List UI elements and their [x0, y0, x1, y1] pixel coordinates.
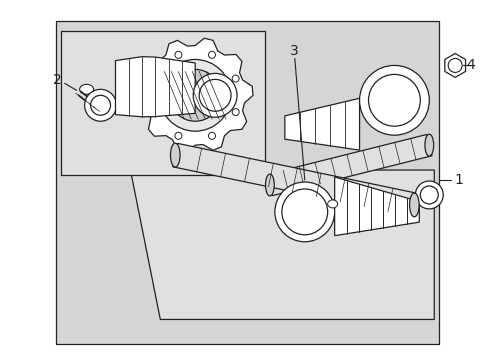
Polygon shape: [267, 135, 432, 195]
Ellipse shape: [85, 89, 117, 121]
Ellipse shape: [169, 69, 221, 121]
Text: 3: 3: [291, 44, 299, 58]
Ellipse shape: [360, 66, 429, 135]
Ellipse shape: [171, 143, 180, 167]
Ellipse shape: [175, 132, 182, 139]
Ellipse shape: [266, 174, 274, 196]
Text: 4: 4: [467, 58, 475, 72]
Polygon shape: [56, 21, 439, 345]
Text: 2: 2: [53, 73, 62, 87]
Polygon shape: [130, 170, 434, 319]
Ellipse shape: [232, 75, 239, 82]
Ellipse shape: [425, 134, 434, 156]
Ellipse shape: [420, 186, 438, 204]
Ellipse shape: [208, 132, 216, 139]
Ellipse shape: [199, 80, 231, 111]
Polygon shape: [137, 38, 253, 152]
Ellipse shape: [159, 59, 231, 131]
Polygon shape: [335, 177, 419, 236]
Ellipse shape: [275, 182, 335, 242]
Polygon shape: [173, 143, 417, 217]
Polygon shape: [116, 57, 195, 117]
Ellipse shape: [282, 189, 328, 235]
Text: 1: 1: [455, 173, 464, 187]
Polygon shape: [61, 31, 265, 175]
Ellipse shape: [193, 73, 237, 117]
Ellipse shape: [208, 51, 216, 58]
Polygon shape: [285, 98, 360, 150]
Ellipse shape: [91, 95, 111, 115]
Ellipse shape: [151, 75, 158, 82]
Ellipse shape: [368, 75, 420, 126]
Ellipse shape: [416, 181, 443, 209]
Ellipse shape: [80, 84, 94, 94]
Ellipse shape: [232, 109, 239, 116]
Ellipse shape: [151, 109, 158, 116]
Polygon shape: [445, 54, 466, 77]
Ellipse shape: [328, 200, 338, 208]
Ellipse shape: [448, 58, 462, 72]
Ellipse shape: [175, 51, 182, 58]
Ellipse shape: [410, 193, 419, 217]
